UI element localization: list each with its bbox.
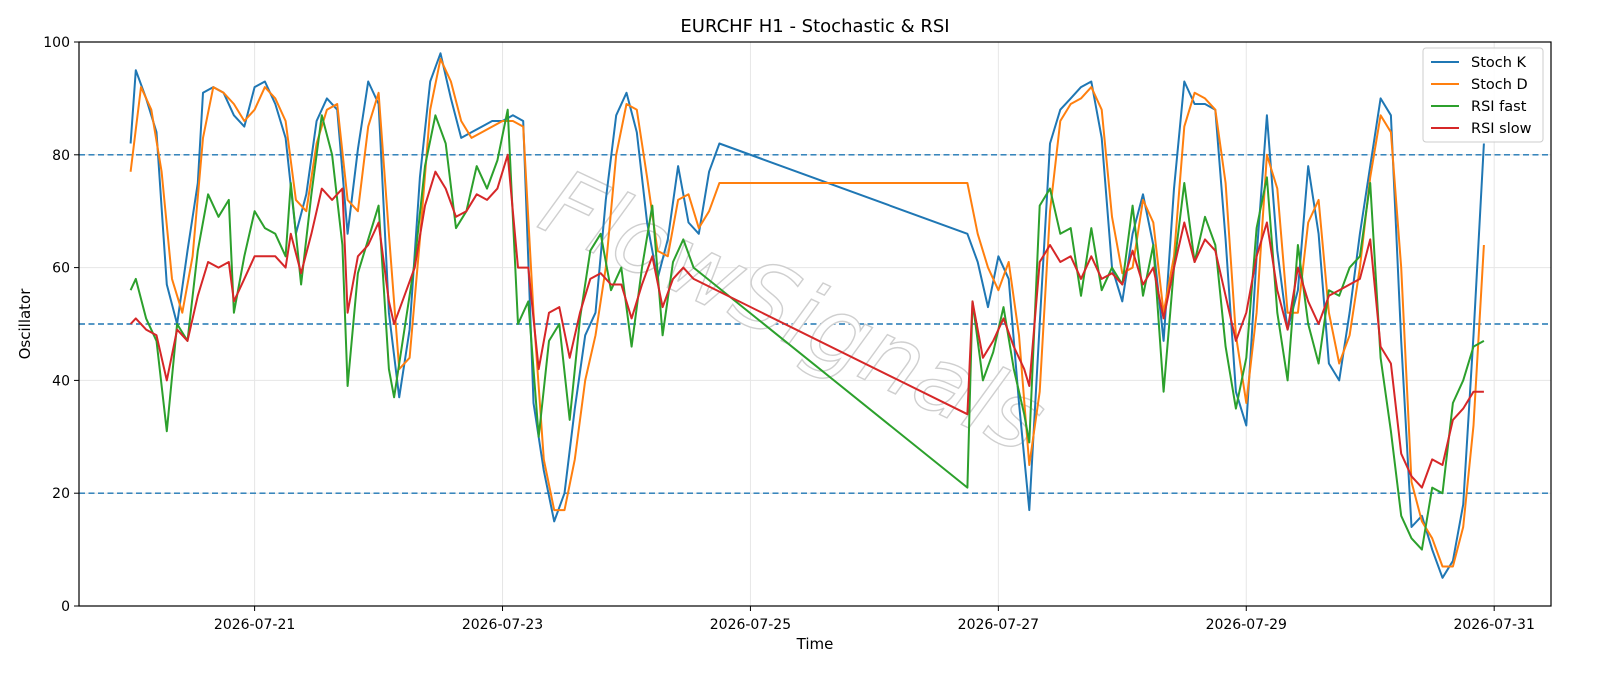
y-tick-label: 0 xyxy=(61,599,70,615)
y-tick-label: 20 xyxy=(52,486,70,502)
x-tick-label: 2026-07-27 xyxy=(958,617,1039,633)
reference-lines xyxy=(79,154,1551,494)
y-tick-label: 100 xyxy=(43,35,70,51)
y-axis-label: Oscillator xyxy=(16,288,34,360)
legend-box xyxy=(1422,47,1544,143)
legend-label: RSI slow xyxy=(1471,121,1532,137)
chart-title: EURCHF H1 - Stochastic & RSI xyxy=(680,16,949,37)
legend-label: Stoch K xyxy=(1471,55,1527,71)
y-tick-label: 80 xyxy=(52,148,70,164)
y-axis-ticks: 0 20 40 60 80 100 xyxy=(43,35,79,615)
x-axis-ticks: 2026-07-21 2026-07-23 2026-07-25 2026-07-27… xyxy=(214,606,1535,633)
x-tick-label: 2026-07-23 xyxy=(462,617,543,633)
x-tick-label: 2026-07-21 xyxy=(214,617,295,633)
y-tick-label: 60 xyxy=(52,261,70,277)
series-lines xyxy=(129,52,1485,579)
x-axis-label: Time xyxy=(796,635,834,653)
plot-frame xyxy=(78,41,1552,607)
legend-label: Stoch D xyxy=(1471,77,1528,93)
x-tick-label: 2026-07-31 xyxy=(1453,617,1534,633)
x-tick-label: 2026-07-25 xyxy=(710,617,791,633)
legend: Stoch K Stoch D RSI fast RSI slow xyxy=(1422,47,1544,143)
series-line-rsi-slow xyxy=(129,153,1484,489)
series-line-stoch-d xyxy=(129,57,1485,568)
series-line-stoch-k xyxy=(129,52,1485,579)
legend-label: RSI fast xyxy=(1471,99,1527,115)
y-tick-label: 40 xyxy=(52,373,70,389)
x-tick-label: 2026-07-29 xyxy=(1206,617,1287,633)
